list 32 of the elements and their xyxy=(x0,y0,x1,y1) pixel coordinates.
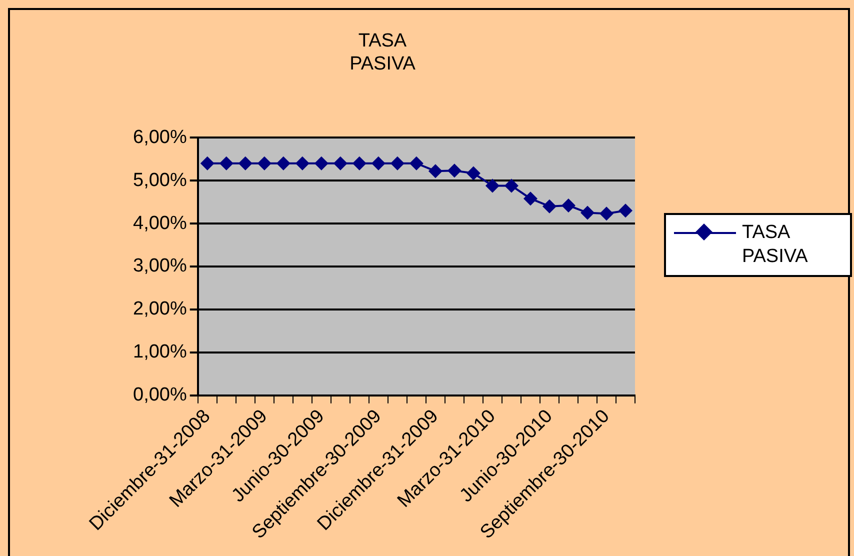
chart-title: TASA PASIVA xyxy=(350,30,416,74)
point xyxy=(485,178,500,193)
y-tick-label: 1,00% xyxy=(133,342,187,363)
point xyxy=(428,164,442,178)
point xyxy=(466,166,480,180)
point xyxy=(200,156,214,170)
y-tick-label: 0,00% xyxy=(133,384,187,406)
point xyxy=(580,206,594,220)
point xyxy=(599,206,614,221)
point xyxy=(447,164,462,178)
legend-label: TASA PASIVA xyxy=(742,221,809,269)
point xyxy=(618,204,632,218)
y-tick-label: 3,00% xyxy=(133,256,187,277)
point xyxy=(504,178,518,193)
point xyxy=(409,156,424,170)
y-tick-label: 5,00% xyxy=(133,170,187,191)
point xyxy=(523,192,538,206)
point xyxy=(333,156,348,170)
point xyxy=(238,156,252,170)
y-tick-label: 2,00% xyxy=(133,298,187,320)
point xyxy=(314,156,328,170)
point xyxy=(276,156,290,170)
point xyxy=(561,198,576,212)
point xyxy=(257,156,272,170)
point xyxy=(371,156,386,170)
point xyxy=(352,156,366,170)
point xyxy=(219,156,234,170)
point xyxy=(542,199,556,214)
y-tick-label: 4,00% xyxy=(133,212,187,234)
y-tick-label: 6,00% xyxy=(133,126,187,148)
point xyxy=(390,156,404,170)
point xyxy=(295,156,310,170)
